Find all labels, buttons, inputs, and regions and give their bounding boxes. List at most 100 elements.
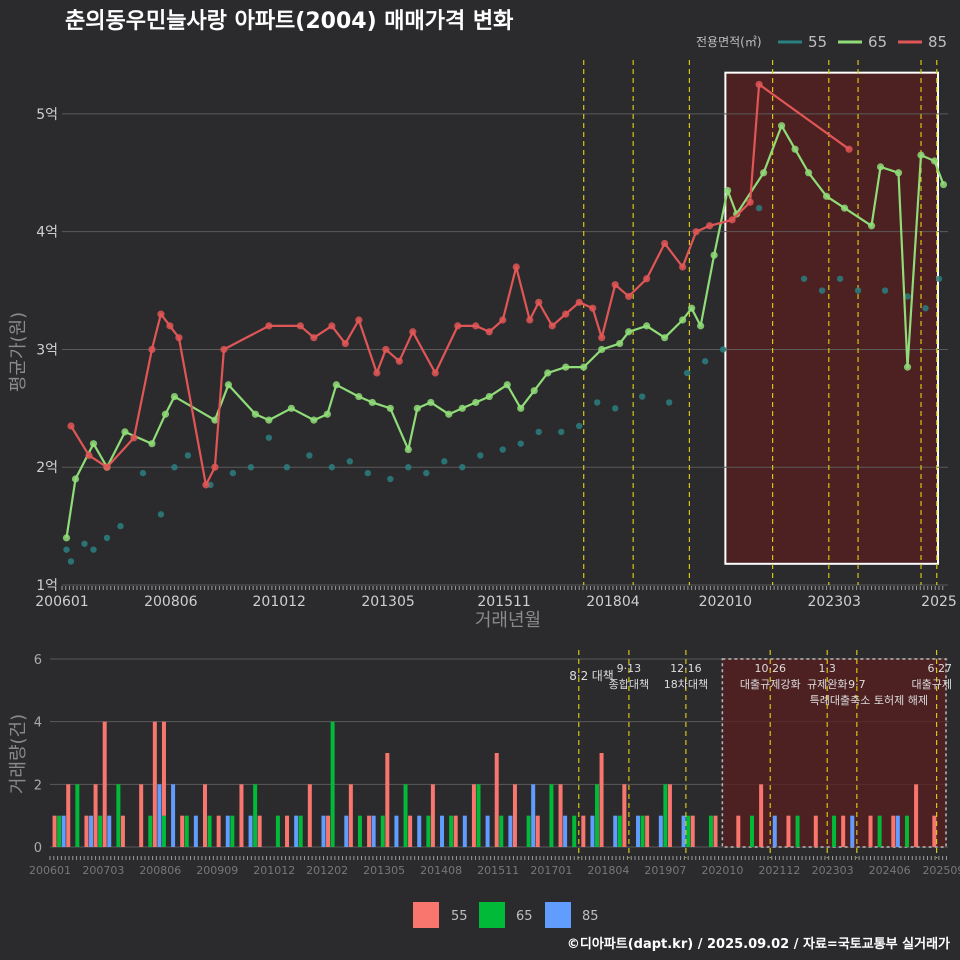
point-85 — [692, 228, 700, 236]
point-85 — [409, 328, 417, 336]
volume-bar-55 — [453, 815, 458, 847]
volume-bar-85 — [193, 815, 198, 847]
volume-x-tick-label: 201907 — [644, 864, 686, 877]
series-85 — [67, 80, 853, 489]
point-55 — [306, 452, 313, 459]
x-tick-label: 2025 — [921, 594, 957, 610]
volume-bar-65 — [426, 815, 431, 847]
volume-bar-55 — [599, 753, 604, 847]
point-65 — [355, 392, 363, 401]
volume-bar-55 — [932, 815, 937, 847]
point-85 — [845, 145, 853, 153]
volume-bar-85 — [371, 815, 376, 847]
point-85 — [175, 334, 183, 342]
volume-bar-85 — [321, 815, 326, 847]
point-55 — [103, 534, 111, 542]
point-55 — [701, 358, 709, 365]
point-65 — [616, 339, 624, 348]
point-85 — [611, 281, 619, 289]
annotation-text: 대출규제 — [912, 678, 952, 691]
point-85 — [598, 334, 606, 342]
volume-bar-55 — [216, 815, 221, 847]
volume-x-tick-label: 201511 — [477, 864, 519, 877]
point-65 — [503, 381, 511, 389]
annotation-date: 10·26 — [754, 662, 786, 675]
volume-x-tick-label: 200909 — [196, 864, 238, 877]
point-85 — [355, 316, 363, 324]
volume-y-tick-label: 4 — [34, 716, 42, 731]
point-55 — [81, 540, 88, 547]
point-85 — [373, 369, 381, 377]
volume-bar-65 — [184, 815, 189, 847]
volume-bar-55 — [348, 784, 353, 847]
point-85 — [643, 275, 651, 283]
y-tick-label: 2억 — [36, 460, 58, 476]
volume-bar-65 — [686, 815, 691, 847]
volume-bar-85 — [394, 815, 399, 847]
y-axis-title: 평균가(원) — [8, 312, 29, 392]
volume-bar-55 — [841, 815, 846, 847]
volume-bar-55 — [713, 815, 718, 847]
volume-bar-85 — [895, 815, 900, 847]
volume-bar-65 — [663, 784, 668, 847]
volume-y-tick-label: 6 — [34, 653, 42, 668]
volume-bar-85 — [563, 815, 568, 847]
legend-label-85: 85 — [928, 33, 947, 51]
point-55 — [576, 422, 583, 430]
annotation: 6·27 대출규제 — [912, 662, 952, 691]
point-85 — [472, 322, 480, 330]
highlight-region — [724, 71, 939, 565]
y-tick-label: 3억 — [36, 342, 58, 358]
x-tick-label: 200601 — [35, 594, 88, 610]
volume-x-tick-label: 201202 — [306, 864, 348, 877]
point-55 — [67, 558, 75, 565]
point-65 — [822, 192, 831, 200]
volume-bar-55 — [285, 815, 290, 847]
point-85 — [625, 292, 633, 301]
point-65 — [121, 428, 129, 436]
volume-bar-85 — [508, 815, 513, 847]
y-tick-label: 4억 — [36, 225, 58, 241]
point-65 — [679, 316, 687, 324]
x-tick-label: 201012 — [253, 594, 306, 610]
volume-bar-65 — [330, 721, 335, 847]
volume-bar-85 — [89, 815, 94, 847]
annotation-date: 6·27 — [928, 662, 953, 675]
point-65 — [939, 180, 948, 189]
volume-bar-55 — [52, 815, 57, 847]
point-65 — [386, 404, 394, 412]
volume-bar-85 — [294, 815, 299, 847]
annotation-date: 8·2 — [569, 669, 588, 683]
volume-bar-65 — [357, 815, 362, 847]
annotation-text: 18차대책 — [664, 678, 708, 691]
point-65 — [688, 304, 696, 312]
point-85 — [535, 298, 543, 306]
point-85 — [512, 263, 520, 271]
volume-bar-55 — [239, 784, 244, 847]
volume-bar-55 — [385, 753, 390, 847]
point-55 — [854, 287, 862, 294]
point-65 — [903, 363, 912, 371]
point-85 — [148, 345, 156, 354]
volume-bar-55 — [891, 815, 896, 847]
volume-chart: 0 2 4 6 8·2 대책9·13 종합대책 12·16 18차대책 10·26 대출규제강화 1·… — [29, 650, 960, 877]
volume-bar-65 — [161, 815, 166, 847]
volume-bar-85 — [462, 815, 467, 847]
volume-bar-85 — [61, 815, 66, 847]
point-65 — [472, 398, 480, 407]
point-85 — [220, 345, 228, 354]
point-85 — [548, 322, 556, 330]
volume-bar-85 — [850, 815, 855, 847]
legend-title: 전용면적(㎡) — [696, 35, 762, 49]
point-85 — [679, 263, 687, 271]
point-55 — [90, 546, 97, 553]
x-axis-title: 거래년월 — [475, 610, 541, 631]
point-85 — [130, 434, 138, 442]
volume-x-tick-label: 200806 — [139, 864, 181, 877]
point-65 — [224, 381, 233, 389]
point-85 — [166, 322, 174, 330]
annotation-date: 9·13 — [617, 662, 642, 675]
volume-x-tick-label: 201408 — [420, 864, 462, 877]
volume-bar-85 — [681, 815, 686, 847]
point-65 — [517, 404, 525, 412]
